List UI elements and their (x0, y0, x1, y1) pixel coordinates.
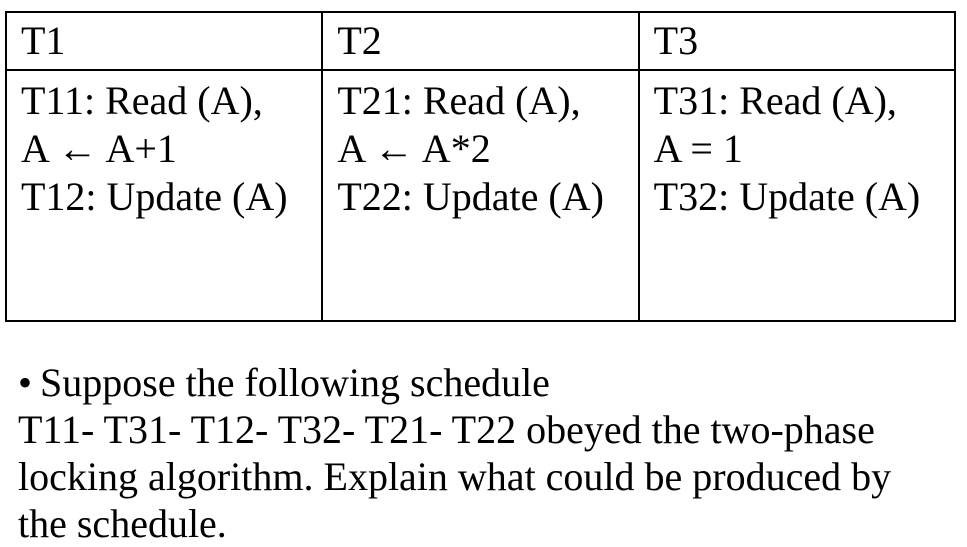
operation-line: A ← A+1 (21, 126, 177, 171)
t3-operations-cell: T31: Read (A), A = 1 T32: Update (A) (637, 69, 957, 322)
question-line: • Suppose the following schedule (18, 359, 953, 406)
bullet-point: • (18, 360, 33, 405)
question-lead-text: Suppose the following schedule (40, 360, 550, 405)
operation-line: T11: Read (A), (21, 78, 263, 123)
question-text: • Suppose the following schedule T11- T31… (18, 359, 953, 547)
t2-operations-cell: T21: Read (A), A ← A*2 T22: Update (A) (321, 69, 640, 322)
column-header-t3: T3 (637, 11, 957, 71)
column-header-t1: T1 (4, 11, 324, 71)
question-line: locking algorithm. Explain what could be… (18, 454, 892, 499)
table-row: T11: Read (A), A ← A+1 T12: Update (A) T… (4, 69, 957, 322)
operation-line: T12: Update (A) (21, 174, 288, 219)
transaction-table: T1 T2 T3 T11: Read (A), A ← A+1 T12: Upd… (4, 11, 957, 322)
question-line: T11- T31- T12- T32- T21- T22 obeyed the … (18, 407, 875, 452)
column-header-t2: T2 (321, 11, 640, 71)
operation-line: T32: Update (A) (653, 174, 921, 219)
question-line: the schedule. (18, 501, 227, 546)
operation-line: A = 1 (653, 126, 743, 171)
operation-line: A ← A*2 (337, 126, 491, 171)
operation-line: T21: Read (A), (337, 78, 581, 123)
table-header-row: T1 T2 T3 (4, 11, 957, 71)
operation-line: T31: Read (A), (653, 78, 897, 123)
operation-line: T22: Update (A) (337, 174, 604, 219)
t1-operations-cell: T11: Read (A), A ← A+1 T12: Update (A) (4, 69, 324, 322)
